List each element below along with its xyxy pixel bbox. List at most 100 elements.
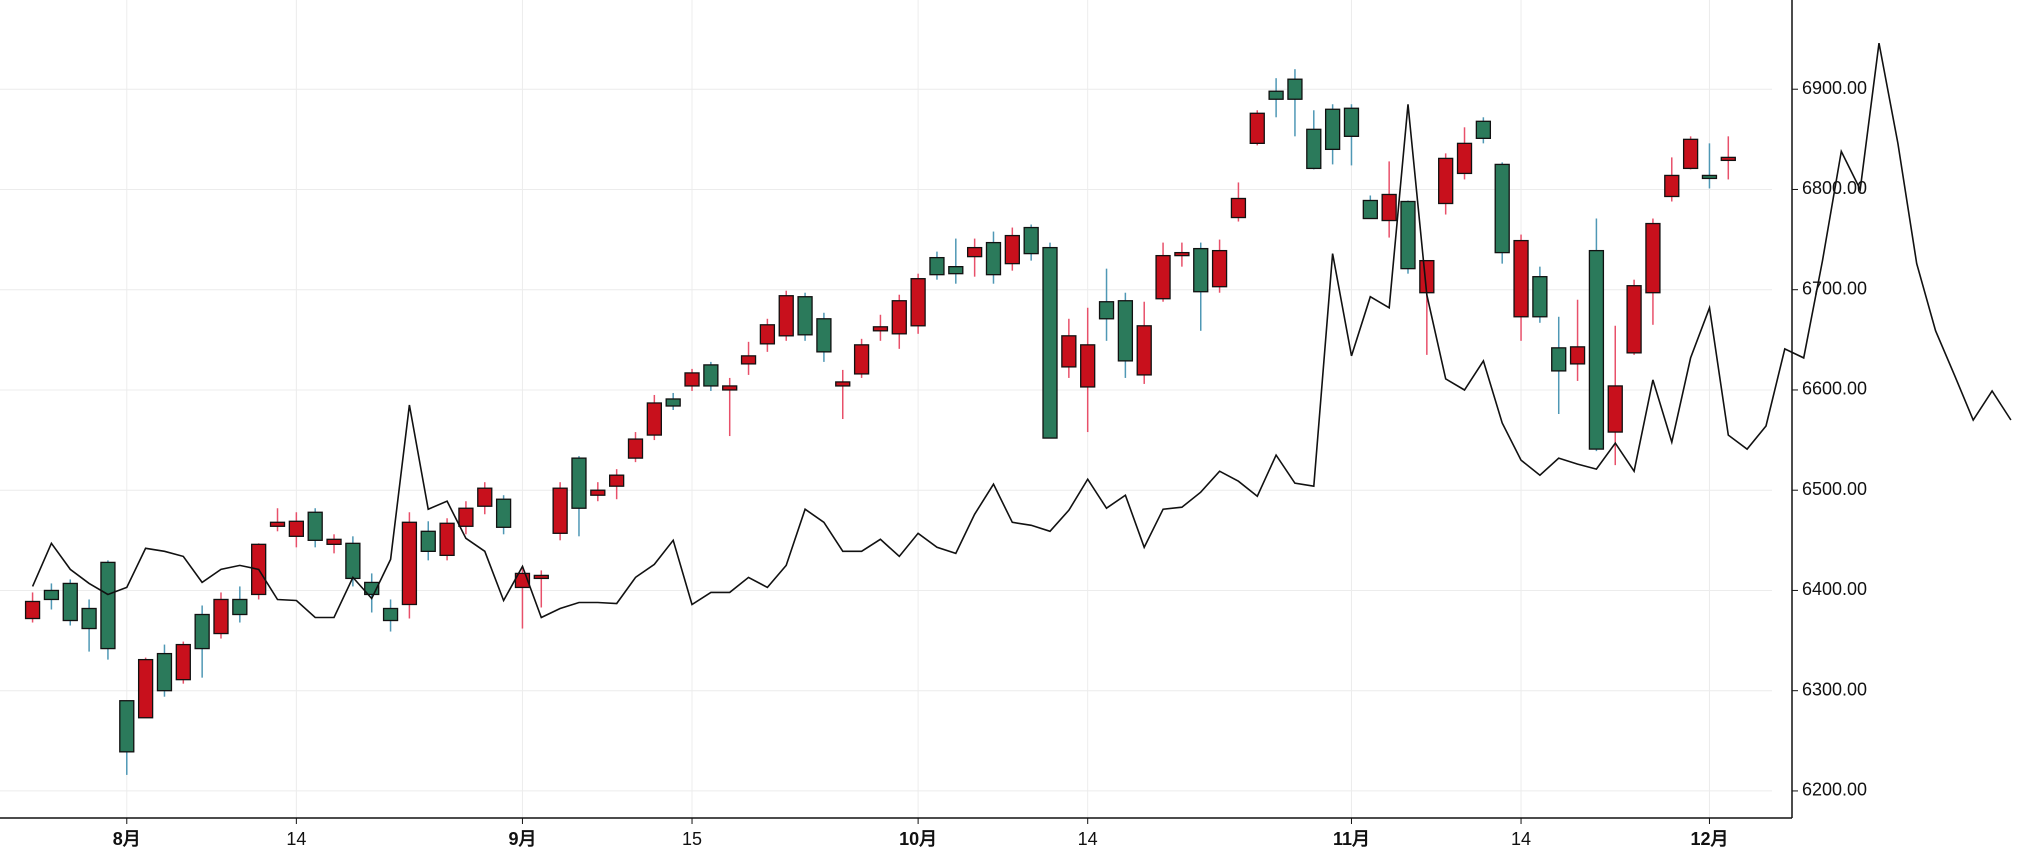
x-tick-label: 14	[286, 829, 306, 847]
candle-body	[1230, 197, 1247, 219]
candle-body	[288, 520, 305, 537]
grid	[0, 0, 1772, 818]
candle-body	[552, 487, 568, 534]
candle-body	[24, 600, 41, 620]
candle-body	[1174, 251, 1190, 257]
candle-body	[307, 511, 323, 541]
x-tick-label: 8月	[113, 829, 141, 847]
candle-body	[703, 364, 719, 387]
y-tick-label: 6300.00	[1802, 679, 1867, 699]
candle-body	[910, 278, 926, 327]
y-tick-label: 6600.00	[1802, 379, 1867, 399]
x-tick-label: 12月	[1690, 829, 1728, 847]
candle-body	[477, 487, 493, 507]
candle-body	[269, 521, 286, 527]
candle-body	[1306, 128, 1322, 170]
candle-body	[439, 522, 455, 557]
candle-body	[1249, 112, 1265, 145]
candle-body	[646, 402, 662, 436]
candle-body	[1193, 247, 1209, 293]
overlay-line	[31, 42, 2012, 619]
candle-body	[1117, 300, 1134, 362]
candle-body	[853, 344, 870, 375]
candle-body	[1607, 385, 1623, 433]
candle-body	[137, 658, 154, 719]
candle-body	[1475, 120, 1492, 139]
candle-body	[891, 300, 907, 335]
x-tick-label: 14	[1078, 829, 1098, 847]
candle-body	[458, 507, 474, 527]
candle-body	[1701, 174, 1718, 180]
candle-body	[985, 241, 1002, 276]
candle-body	[1400, 200, 1416, 270]
candle-body	[1042, 246, 1058, 439]
candle-body	[1287, 78, 1303, 100]
candle-body	[345, 542, 361, 580]
candle-body	[627, 438, 644, 459]
candle-body	[1720, 156, 1736, 162]
candle-body	[929, 256, 945, 276]
candle-body	[420, 530, 436, 552]
y-tick-label: 6900.00	[1802, 78, 1867, 98]
x-tick-label: 14	[1511, 829, 1531, 847]
candle-body	[1682, 138, 1699, 170]
x-tick-label: 10月	[899, 829, 937, 847]
candle-body	[1080, 344, 1096, 388]
candle-body	[1061, 335, 1077, 368]
candle-body	[948, 266, 964, 275]
candle-body	[100, 561, 116, 650]
candle-body	[1645, 222, 1661, 294]
candle-body	[571, 457, 587, 509]
candles	[24, 42, 2012, 775]
candle-body	[1494, 163, 1510, 254]
candle-body	[1268, 90, 1284, 100]
candle-body	[1381, 193, 1397, 222]
candle-body	[495, 498, 512, 528]
candle-body	[1664, 174, 1680, 198]
candle-body	[797, 296, 813, 336]
candle-body	[401, 521, 418, 606]
candle-body	[533, 574, 549, 580]
candle-body	[1588, 249, 1605, 450]
candle-body	[609, 474, 625, 487]
candle-body	[213, 598, 229, 635]
candle-body	[835, 381, 851, 387]
candle-body	[778, 295, 794, 337]
candle-body	[665, 398, 681, 407]
candle-body	[1362, 199, 1378, 220]
candle-body	[175, 643, 191, 681]
candle-body	[1324, 108, 1341, 151]
candle-body	[1456, 142, 1473, 175]
candle-body	[1513, 239, 1529, 318]
candle-body	[872, 326, 889, 332]
y-tick-label: 6700.00	[1802, 278, 1867, 298]
candle-body	[1023, 226, 1039, 255]
candle-body	[232, 598, 248, 616]
candle-body	[62, 582, 78, 622]
candle-body	[1626, 285, 1642, 354]
y-tick-label: 6800.00	[1802, 178, 1867, 198]
candle-body	[759, 324, 776, 345]
x-tick-label: 11月	[1333, 829, 1370, 847]
candle-body	[684, 372, 700, 387]
candle-body	[590, 489, 606, 496]
candle-body	[119, 700, 135, 753]
candle-body	[156, 652, 173, 692]
candle-body	[1532, 276, 1548, 318]
candle-body	[1136, 325, 1152, 376]
candle-body	[1004, 234, 1020, 265]
candle-body	[194, 613, 210, 650]
candle-body	[722, 385, 738, 391]
candle-body	[1343, 107, 1360, 137]
axes: 6200.00 6300.00 6400.00 6500.00 6600.00 6700.…	[0, 0, 1867, 847]
x-tick-label: 15	[682, 829, 702, 847]
y-tick-label: 6400.00	[1802, 579, 1867, 599]
candle-body	[740, 355, 757, 365]
candle-body	[81, 607, 97, 630]
candle-body	[1098, 301, 1115, 320]
candle-body	[326, 538, 342, 545]
candle-body	[1438, 157, 1454, 205]
y-tick-label: 6500.00	[1802, 479, 1867, 499]
candle-body	[1211, 249, 1228, 288]
